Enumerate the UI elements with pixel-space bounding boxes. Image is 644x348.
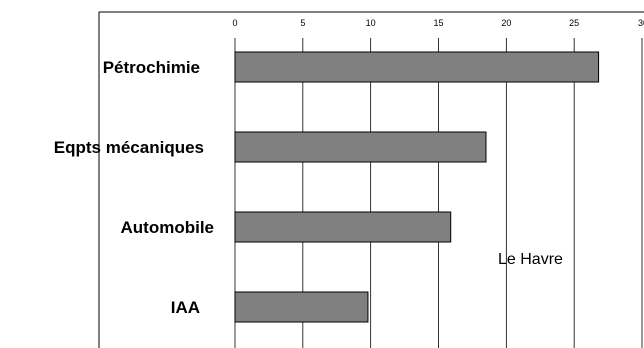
x-tick-label-10: 10 <box>366 18 376 28</box>
grid-lines <box>234 38 643 348</box>
x-tick-label-25: 25 <box>569 18 579 28</box>
bar-eqpts-m-caniques <box>234 131 487 163</box>
bar-iaa <box>234 291 369 323</box>
category-labels: Pétrochimie Eqpts mécaniques Automobile IAA <box>54 58 214 317</box>
x-axis-ticks: 0 5 10 15 20 25 30 <box>232 18 644 28</box>
chart-annotation: Le Havre <box>498 251 563 268</box>
axis-frame <box>98 11 644 348</box>
bars <box>234 51 600 323</box>
x-tick-label-20: 20 <box>501 18 511 28</box>
category-label: Pétrochimie <box>103 58 200 77</box>
x-tick-label-5: 5 <box>300 18 305 28</box>
category-label: IAA <box>171 298 200 317</box>
x-tick-label-15: 15 <box>433 18 443 28</box>
category-label: Automobile <box>121 218 215 237</box>
x-tick-label-30: 30 <box>638 18 644 28</box>
category-label: Eqpts mécaniques <box>54 138 204 157</box>
x-tick-label-0: 0 <box>232 18 237 28</box>
bar-p-trochimie <box>234 51 600 83</box>
bar-automobile <box>234 211 452 243</box>
